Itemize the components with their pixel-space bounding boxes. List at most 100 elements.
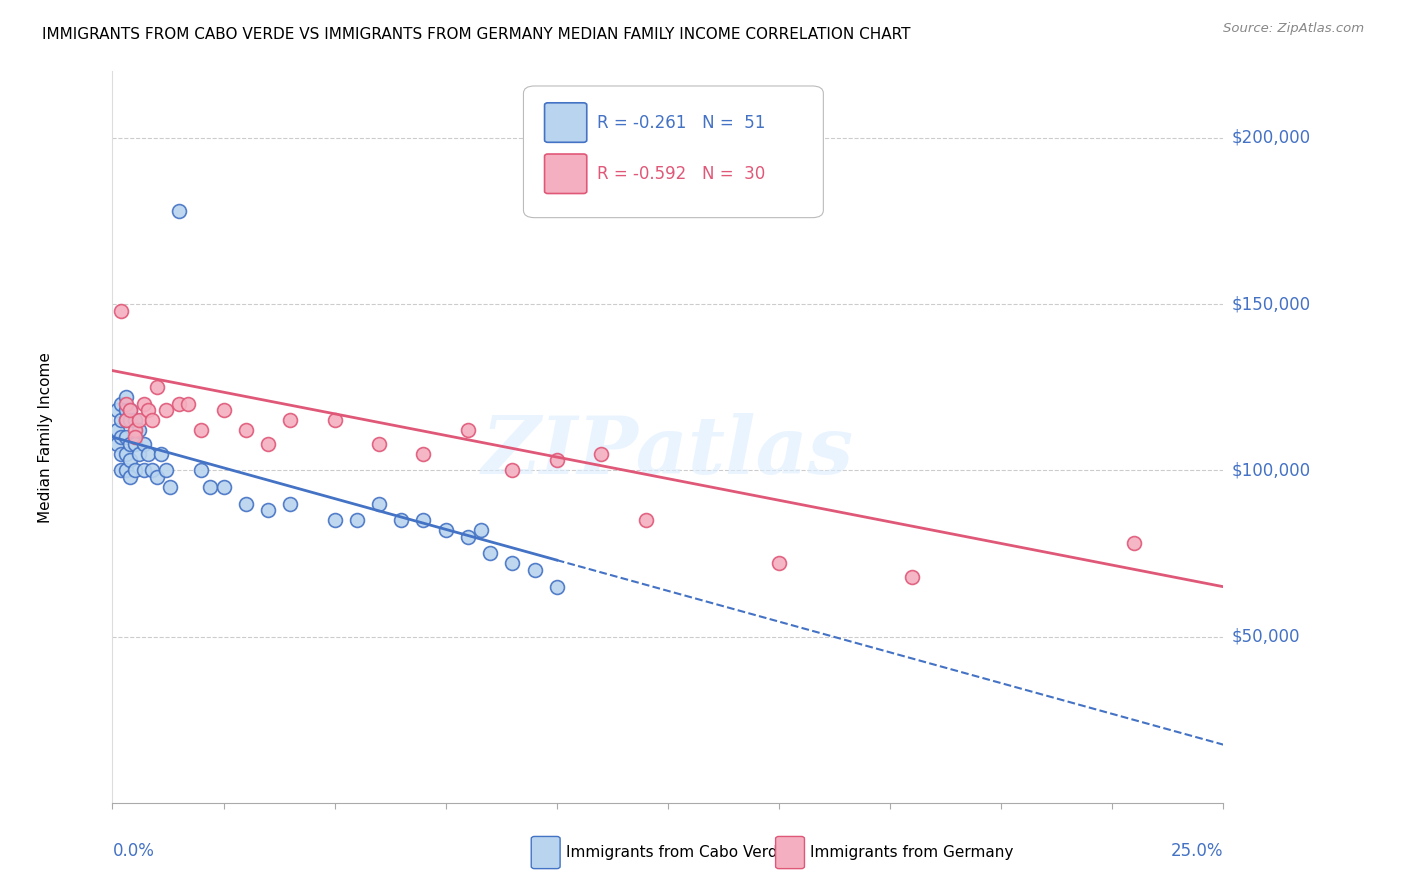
Point	[124, 424, 146, 438]
Point	[470, 523, 492, 537]
Text: Immigrants from Cabo Verde: Immigrants from Cabo Verde	[565, 845, 787, 860]
Text: IMMIGRANTS FROM CABO VERDE VS IMMIGRANTS FROM GERMANY MEDIAN FAMILY INCOME CORRE: IMMIGRANTS FROM CABO VERDE VS IMMIGRANTS…	[42, 27, 911, 42]
Point	[128, 413, 150, 427]
Point	[1123, 536, 1146, 550]
Point	[368, 497, 391, 511]
Text: $50,000: $50,000	[1232, 628, 1301, 646]
Point	[120, 453, 142, 467]
Point	[257, 503, 280, 517]
Point	[768, 557, 790, 571]
Point	[190, 463, 212, 477]
Text: 0.0%: 0.0%	[112, 842, 155, 860]
Point	[120, 470, 142, 484]
Point	[114, 463, 136, 477]
Point	[457, 530, 479, 544]
Point	[501, 463, 523, 477]
Point	[141, 463, 163, 477]
Point	[389, 513, 412, 527]
FancyBboxPatch shape	[544, 103, 586, 143]
Point	[434, 523, 457, 537]
Point	[150, 447, 173, 461]
Point	[190, 424, 212, 438]
Text: $150,000: $150,000	[1232, 295, 1312, 313]
Point	[114, 390, 136, 404]
Point	[110, 430, 132, 444]
Point	[177, 397, 200, 411]
Text: $100,000: $100,000	[1232, 461, 1312, 479]
Text: R = -0.261   N =  51: R = -0.261 N = 51	[596, 113, 765, 131]
Point	[167, 397, 190, 411]
Point	[634, 513, 657, 527]
Text: 25.0%: 25.0%	[1171, 842, 1223, 860]
Point	[105, 436, 128, 450]
FancyBboxPatch shape	[776, 837, 804, 869]
Point	[105, 424, 128, 438]
Point	[132, 463, 155, 477]
Point	[110, 397, 132, 411]
Point	[479, 546, 502, 560]
Point	[136, 403, 159, 417]
Point	[132, 397, 155, 411]
Point	[132, 436, 155, 450]
Point	[412, 447, 434, 461]
Point	[212, 480, 235, 494]
Point	[159, 480, 181, 494]
Point	[212, 403, 235, 417]
Point	[235, 497, 257, 511]
Point	[457, 424, 479, 438]
Point	[124, 463, 146, 477]
Point	[114, 447, 136, 461]
Point	[591, 447, 613, 461]
Point	[114, 430, 136, 444]
Point	[136, 447, 159, 461]
Text: R = -0.592   N =  30: R = -0.592 N = 30	[596, 165, 765, 183]
Text: Immigrants from Germany: Immigrants from Germany	[810, 845, 1014, 860]
Point	[146, 470, 169, 484]
Point	[120, 403, 142, 417]
Point	[901, 570, 924, 584]
Point	[120, 436, 142, 450]
Point	[323, 513, 346, 527]
Point	[114, 413, 136, 427]
Point	[110, 447, 132, 461]
FancyBboxPatch shape	[531, 837, 560, 869]
Text: Source: ZipAtlas.com: Source: ZipAtlas.com	[1223, 22, 1364, 36]
Point	[155, 463, 177, 477]
Point	[278, 497, 301, 511]
Text: ZIPatlas: ZIPatlas	[482, 413, 853, 491]
Point	[278, 413, 301, 427]
Point	[546, 453, 568, 467]
Point	[114, 413, 136, 427]
Point	[110, 413, 132, 427]
Point	[124, 413, 146, 427]
Point	[120, 403, 142, 417]
Point	[141, 413, 163, 427]
Point	[146, 380, 169, 394]
Point	[114, 403, 136, 417]
Point	[346, 513, 368, 527]
Point	[105, 403, 128, 417]
Point	[546, 580, 568, 594]
FancyBboxPatch shape	[523, 86, 824, 218]
Text: Median Family Income: Median Family Income	[38, 351, 53, 523]
Point	[257, 436, 280, 450]
Point	[501, 557, 523, 571]
Text: $200,000: $200,000	[1232, 128, 1312, 147]
Point	[235, 424, 257, 438]
Point	[110, 463, 132, 477]
Point	[120, 413, 142, 427]
Point	[128, 424, 150, 438]
Point	[167, 204, 190, 219]
Point	[200, 480, 222, 494]
Point	[124, 430, 146, 444]
Point	[323, 413, 346, 427]
Point	[523, 563, 546, 577]
Point	[368, 436, 391, 450]
Point	[412, 513, 434, 527]
Point	[124, 436, 146, 450]
Point	[155, 403, 177, 417]
Point	[114, 397, 136, 411]
Point	[128, 447, 150, 461]
Point	[110, 303, 132, 318]
FancyBboxPatch shape	[544, 154, 586, 194]
